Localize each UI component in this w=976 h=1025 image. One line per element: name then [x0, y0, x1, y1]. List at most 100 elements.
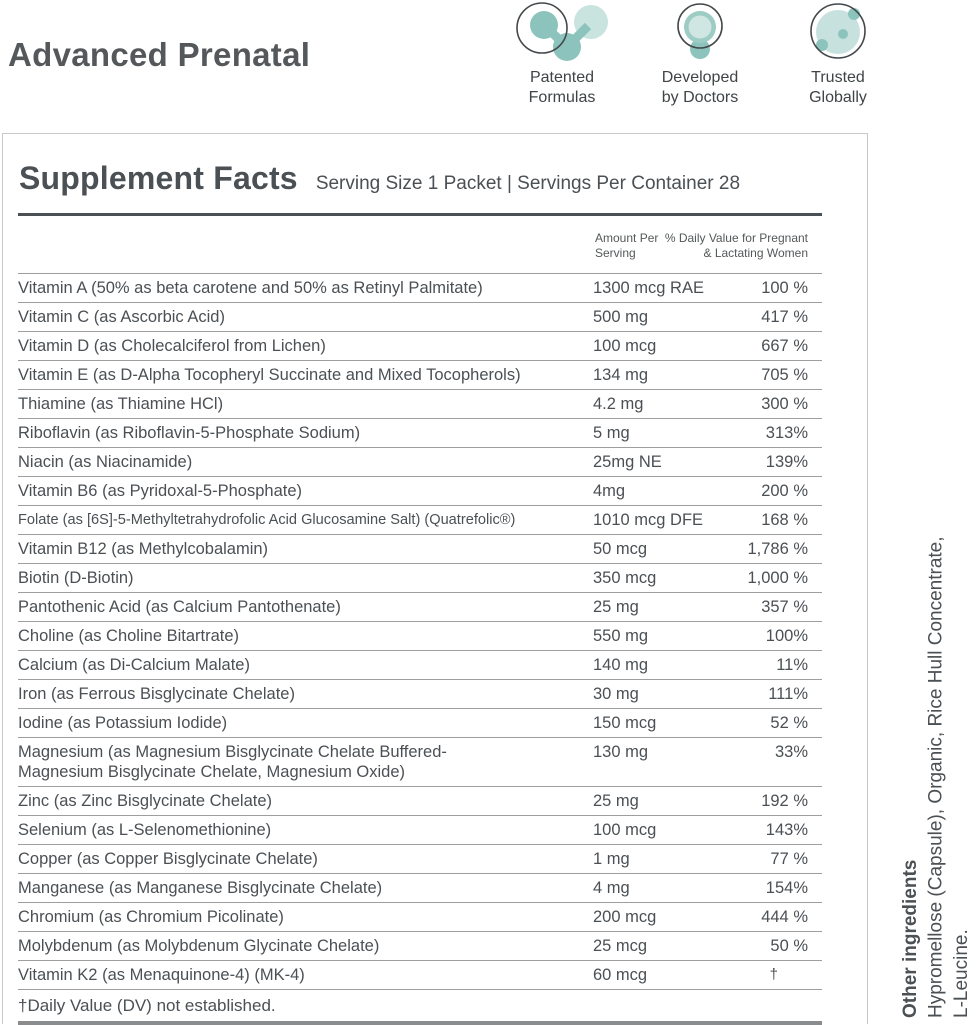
- panel-header: Supplement Facts Serving Size 1 Packet |…: [19, 160, 867, 197]
- ingredient-name: Niacin (as Niacinamide): [18, 453, 193, 471]
- badge-label-line2: Formulas: [528, 89, 596, 106]
- badge-label: Developed by Doctors: [662, 68, 739, 108]
- amount-per-serving: 350 mcg: [593, 569, 657, 587]
- panel-title: Supplement Facts: [19, 160, 298, 196]
- table-row: Biotin (D-Biotin) 350 mcg 1,000 %: [18, 563, 822, 592]
- daily-value: 77 %: [770, 850, 808, 868]
- badge-label-line1: Patented: [529, 69, 595, 86]
- ingredient-name: Pantothenic Acid (as Calcium Pantothenat…: [18, 598, 341, 616]
- other-ingredients-line2: L-Leucine.: [951, 929, 972, 1018]
- table-row: Choline (as Choline Bitartrate) 550 mg 100…: [18, 621, 822, 650]
- table-row: Vitamin D (as Cholecalciferol from Liche…: [18, 331, 822, 360]
- ingredient-name: Magnesium (as Magnesium Bisglycinate Che…: [18, 743, 447, 781]
- column-header-amount-line1: Amount Per: [595, 231, 659, 245]
- amount-per-serving: 5 mg: [593, 424, 630, 442]
- footnote-text: †Daily Value (DV) not established.: [18, 996, 276, 1015]
- amount-per-serving: 25 mg: [593, 598, 639, 616]
- ingredient-name: Copper (as Copper Bisglycinate Chelate): [18, 850, 318, 868]
- amount-per-serving: 25 mcg: [593, 937, 648, 955]
- amount-per-serving: 25 mg: [593, 792, 639, 810]
- table-body: Vitamin A (50% as beta carotene and 50% …: [18, 273, 822, 989]
- ingredient-name: Vitamin D (as Cholecalciferol from Liche…: [18, 337, 326, 355]
- ingredient-name: Vitamin B12 (as Methylcobalamin): [18, 540, 269, 558]
- table-row: Iron (as Ferrous Bisglycinate Chelate) 30…: [18, 679, 822, 708]
- ingredient-name: Biotin (D-Biotin): [18, 569, 134, 587]
- amount-per-serving: 4 mg: [593, 879, 630, 897]
- amount-per-serving: 4.2 mg: [593, 395, 644, 413]
- table-row: Chromium (as Chromium Picolinate) 200 mcg…: [18, 902, 822, 931]
- amount-per-serving: 1010 mcg DFE: [593, 511, 704, 529]
- page-title: Advanced Prenatal: [8, 36, 311, 73]
- badge-label-line1: Trusted: [811, 69, 865, 86]
- ingredient-name: Folate (as [6S]-5-Methyltetrahydrofolic …: [18, 512, 516, 528]
- ingredient-name: Vitamin E (as D-Alpha Tocopheryl Succina…: [18, 366, 521, 384]
- daily-value: 50 %: [770, 937, 808, 955]
- table-row: Vitamin B6 (as Pyridoxal-5-Phosphate) 4mg…: [18, 476, 822, 505]
- daily-value: 667 %: [761, 337, 808, 355]
- supplement-table: Amount Per Serving % Daily Value for Preg…: [18, 213, 822, 1025]
- table-row: Calcium (as Di-Calcium Malate) 140 mg 11%: [18, 650, 822, 679]
- ingredient-name: Vitamin A (50% as beta carotene and 50% …: [18, 279, 483, 297]
- developed-by-doctors-icon: [668, 2, 732, 64]
- badge-trusted-globally: Trusted Globally: [778, 2, 898, 108]
- feature-badges: Patented Formulas Developed by Doctors Tru…: [502, 2, 898, 108]
- daily-value: 100%: [765, 627, 808, 645]
- ingredient-name: Selenium (as L-Selenomethionine): [18, 821, 272, 839]
- daily-value: †: [769, 966, 778, 983]
- badge-label: Patented Formulas: [529, 68, 596, 108]
- ingredient-name: Zinc (as Zinc Bisglycinate Chelate): [18, 792, 273, 810]
- ingredient-name: Iodine (as Potassium Iodide): [18, 714, 228, 732]
- other-ingredients-heading: Other ingredients: [900, 859, 921, 1018]
- other-ingredients-line1: Hypromellose (Capsule), Organic, Rice Hu…: [925, 536, 947, 1018]
- ingredient-name: Vitamin K2 (as Menaquinone-4) (MK-4): [18, 966, 305, 984]
- ingredient-name: Vitamin B6 (as Pyridoxal-5-Phosphate): [18, 482, 302, 500]
- daily-value: 192 %: [761, 792, 808, 810]
- column-header-dv-line1: % Daily Value for Pregnant: [664, 231, 808, 245]
- badge-label-line2: Globally: [809, 89, 867, 106]
- daily-value: 33%: [774, 743, 808, 761]
- table-column-headers: Amount Per Serving % Daily Value for Preg…: [18, 216, 822, 273]
- daily-value: 139%: [765, 453, 808, 471]
- amount-per-serving: 4mg: [593, 482, 626, 500]
- table-row: Riboflavin (as Riboflavin-5-Phosphate So…: [18, 418, 822, 447]
- ingredient-name: Vitamin C (as Ascorbic Acid): [18, 308, 225, 326]
- trusted-globally-icon: [806, 2, 870, 64]
- daily-value: 357 %: [761, 598, 808, 616]
- daily-value: 52 %: [770, 714, 808, 732]
- column-header-dv-line2: & Lactating Women: [703, 246, 808, 260]
- amount-per-serving: 140 mg: [593, 656, 649, 674]
- table-row: Magnesium (as Magnesium Bisglycinate Che…: [18, 737, 822, 786]
- table-row: Vitamin K2 (as Menaquinone-4) (MK-4) 60 m…: [18, 960, 822, 989]
- amount-per-serving: 50 mcg: [593, 540, 648, 558]
- table-row: Thiamine (as Thiamine HCl) 4.2 mg 300 %: [18, 389, 822, 418]
- column-header-amount: Amount Per Serving: [595, 231, 658, 261]
- daily-value: 154%: [765, 879, 808, 897]
- table-row: Molybdenum (as Molybdenum Glycinate Chel…: [18, 931, 822, 960]
- amount-per-serving: 550 mg: [593, 627, 649, 645]
- amount-per-serving: 200 mcg: [593, 908, 657, 926]
- table-row: Vitamin E (as D-Alpha Tocopheryl Succina…: [18, 360, 822, 389]
- daily-value: 168 %: [761, 511, 808, 529]
- badge-label-line1: Developed: [661, 69, 739, 86]
- daily-value: 100 %: [761, 279, 808, 297]
- daily-value: 111%: [768, 685, 808, 703]
- column-header-daily-value: % Daily Value for Pregnant & Lactating Wo…: [665, 231, 808, 261]
- amount-per-serving: 1300 mcg RAE: [593, 279, 704, 297]
- table-row: Selenium (as L-Selenomethionine) 100 mcg 1…: [18, 815, 822, 844]
- amount-per-serving: 100 mcg: [593, 337, 657, 355]
- table-row: Zinc (as Zinc Bisglycinate Chelate) 25 mg…: [18, 786, 822, 815]
- ingredient-name: Manganese (as Manganese Bisglycinate Che…: [18, 879, 383, 897]
- daily-value: 300 %: [761, 395, 808, 413]
- daily-value: 143%: [765, 821, 808, 839]
- table-row: Vitamin A (50% as beta carotene and 50% …: [18, 273, 822, 302]
- badge-label: Trusted Globally: [809, 68, 867, 108]
- table-row: Iodine (as Potassium Iodide) 150 mcg 52 %: [18, 708, 822, 737]
- serving-info: Serving Size 1 Packet | Servings Per Con…: [315, 173, 741, 194]
- badge-label-line2: by Doctors: [661, 89, 739, 106]
- divider-bottom: [18, 1021, 822, 1025]
- table-row: Copper (as Copper Bisglycinate Chelate) 1…: [18, 844, 822, 873]
- table-row: Pantothenic Acid (as Calcium Pantothenat…: [18, 592, 822, 621]
- divider-thick: [18, 213, 822, 216]
- daily-value: 444 %: [761, 908, 808, 926]
- ingredient-name: Iron (as Ferrous Bisglycinate Chelate): [18, 685, 295, 703]
